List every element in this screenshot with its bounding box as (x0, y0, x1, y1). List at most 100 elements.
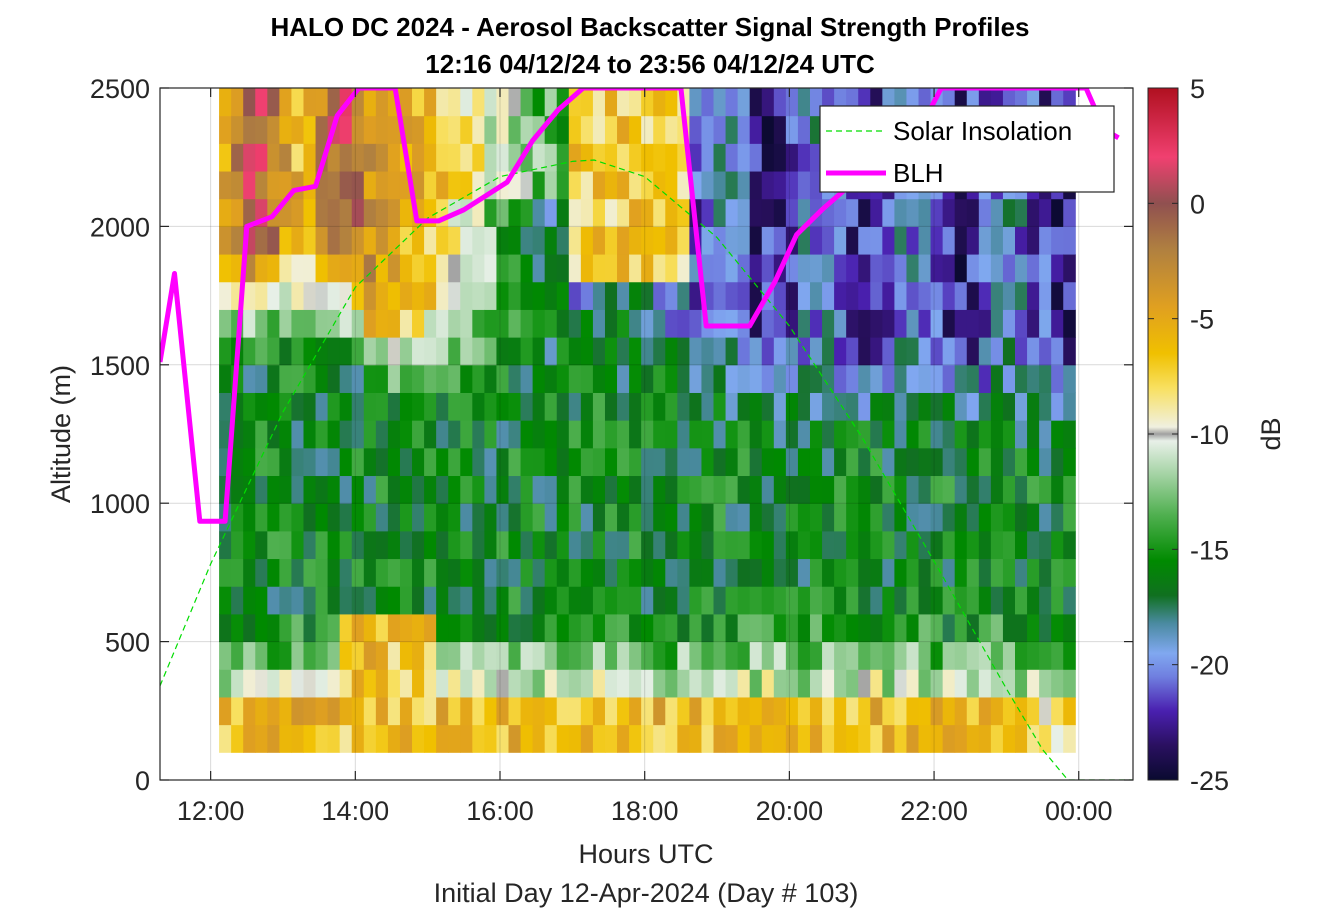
heatmap-cell (568, 558, 582, 587)
heatmap-cell (677, 724, 690, 753)
heatmap-cell (255, 254, 268, 283)
heatmap-cell (701, 586, 715, 615)
heatmap-cell (773, 613, 787, 643)
legend-label-solar-insolation: Solar Insolation (893, 116, 1072, 146)
heatmap-cell (822, 558, 835, 587)
heatmap-cell (990, 420, 1004, 449)
heatmap-cell (942, 558, 956, 587)
heatmap-cell (231, 530, 244, 560)
heatmap-cell (1039, 337, 1052, 366)
heatmap-cell (954, 392, 968, 421)
heatmap-cell (484, 503, 497, 532)
heatmap-cell (448, 143, 461, 172)
heatmap-cell (375, 337, 389, 366)
heatmap-cell (725, 530, 739, 560)
heatmap-cell (1039, 696, 1052, 726)
heatmap-cell (653, 475, 666, 504)
heatmap-cell (882, 309, 895, 338)
heatmap-cell (363, 613, 377, 643)
heatmap-cell (219, 88, 232, 117)
heatmap-cell (930, 696, 944, 726)
heatmap-cell (894, 447, 907, 477)
heatmap-cell (725, 171, 739, 200)
heatmap-cell (629, 226, 642, 255)
heatmap-cell (231, 503, 244, 532)
heatmap-cell (412, 171, 425, 200)
heatmap-cell (460, 475, 473, 504)
heatmap-cell (834, 530, 847, 560)
heatmap-cell (930, 281, 944, 310)
heatmap-cell (725, 447, 739, 477)
heatmap-cell (1063, 558, 1076, 587)
heatmap-cell (870, 254, 883, 283)
heatmap-cell (773, 420, 787, 449)
heatmap-cell (472, 641, 485, 670)
heatmap-cell (472, 143, 485, 172)
heatmap-cell (544, 88, 558, 117)
heatmap-cell (665, 171, 678, 200)
heatmap-cell (460, 558, 473, 587)
heatmap-cell (375, 641, 389, 670)
heatmap-cell (894, 281, 907, 310)
heatmap-cell (303, 88, 317, 117)
heatmap-cell (966, 530, 980, 560)
heatmap-cell (665, 115, 678, 144)
heatmap-cell (641, 503, 654, 532)
heatmap-cell (339, 337, 353, 366)
heatmap-cell (617, 641, 630, 670)
heatmap-cell (279, 88, 292, 117)
series-line-solar-insolation (160, 159, 1133, 780)
heatmap-cell (930, 198, 944, 227)
heatmap-cell (809, 364, 823, 393)
heatmap-cell (677, 669, 690, 698)
heatmap-cell (219, 198, 232, 227)
heatmap-cell (906, 475, 920, 504)
heatmap-cell (1015, 337, 1028, 366)
heatmap-cell (315, 364, 329, 393)
heatmap-cell (894, 364, 907, 393)
heatmap-cell (604, 281, 618, 310)
heatmap-cell (1027, 613, 1040, 643)
heatmap-cell (653, 641, 666, 670)
heatmap-cell (906, 309, 920, 338)
heatmap-cell (797, 198, 811, 227)
heatmap-cell (544, 696, 558, 726)
heatmap-cell (773, 503, 787, 532)
heatmap-cell (797, 530, 811, 560)
heatmap-cell (315, 254, 329, 283)
heatmap-cell (894, 475, 907, 504)
heatmap-cell (448, 281, 461, 310)
heatmap-cell (568, 669, 582, 698)
heatmap-cell (942, 420, 956, 449)
heatmap-cell (243, 198, 256, 227)
heatmap-cell (701, 143, 715, 172)
heatmap-cell (544, 586, 558, 615)
heatmap-cell (436, 613, 449, 643)
heatmap-cell (436, 364, 449, 393)
heatmap-cell (713, 586, 727, 615)
heatmap-cell (677, 503, 690, 532)
heatmap-cell (604, 420, 618, 449)
heatmap-cell (761, 586, 775, 615)
heatmap-cell (870, 530, 883, 560)
heatmap-cell (1015, 724, 1028, 753)
heatmap-cell (375, 143, 389, 172)
heatmap-cell (834, 420, 847, 449)
heatmap-cell (785, 254, 799, 283)
heatmap-cell (496, 586, 509, 615)
heatmap-cell (870, 281, 883, 310)
heatmap-cell (315, 586, 329, 615)
heatmap-cell (448, 724, 461, 753)
heatmap-cell (472, 392, 485, 421)
heatmap-cell (460, 226, 473, 255)
heatmap-cell (231, 143, 244, 172)
heatmap-cell (532, 143, 546, 172)
heatmap-cell (834, 696, 847, 726)
heatmap-cell (713, 475, 727, 504)
heatmap-cell (1015, 586, 1028, 615)
heatmap-cell (604, 669, 618, 698)
heatmap-cell (231, 88, 244, 117)
heatmap-cell (532, 669, 546, 698)
heatmap-cell (1039, 364, 1052, 393)
heatmap-cell (978, 558, 992, 587)
